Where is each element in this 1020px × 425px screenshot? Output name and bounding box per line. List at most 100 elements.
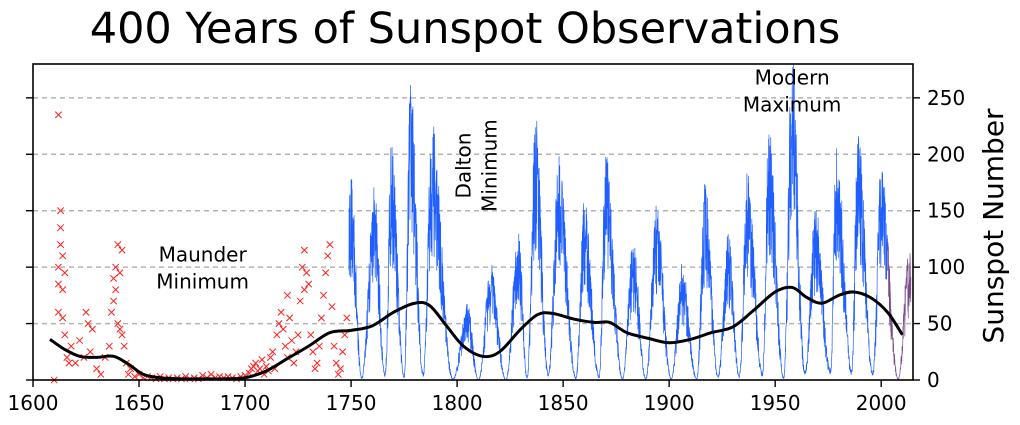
x-tick-label: 1850	[538, 391, 589, 415]
early-observation-marker	[252, 359, 260, 367]
x-tick-label: 1700	[220, 391, 271, 415]
early-observation-marker	[288, 336, 296, 345]
early-observation-marker	[300, 286, 308, 294]
early-observation-marker	[71, 359, 79, 367]
x-tick-label: 1600	[8, 391, 59, 415]
early-observation-marker	[118, 246, 126, 254]
early-observation-marker	[207, 370, 215, 378]
early-observation-marker	[307, 331, 315, 339]
early-observation-marker	[322, 269, 330, 277]
y-axis-label: Sunspot Number	[977, 108, 1010, 344]
early-observation-marker	[93, 365, 101, 373]
chart-title: 400 Years of Sunspot Observations	[89, 4, 841, 54]
early-observation-marker	[302, 269, 311, 277]
early-observation-marker	[305, 280, 313, 288]
early-observation-marker	[57, 207, 65, 215]
early-observation-marker	[107, 308, 116, 316]
early-observation-marker	[59, 286, 67, 294]
early-observation-marker	[110, 297, 118, 305]
early-observation-marker	[317, 314, 325, 322]
early-observation-marker	[54, 263, 62, 271]
x-tick-label: 1800	[432, 391, 483, 415]
x-tick-label: 1750	[326, 391, 377, 415]
early-observation-marker	[336, 365, 345, 373]
recent-monthly-line	[887, 242, 912, 380]
early-observation-marker	[86, 348, 94, 356]
early-observation-marker	[54, 308, 62, 316]
early-observation-marker	[279, 325, 287, 333]
early-observation-marker	[97, 370, 105, 378]
early-observation-marker	[275, 320, 283, 328]
early-observation-marker	[258, 356, 266, 364]
early-observation-marker	[256, 365, 264, 373]
early-observation-marker	[105, 342, 113, 350]
early-observation-marker	[273, 331, 281, 339]
early-observation-marker	[341, 331, 349, 339]
early-observation-marker	[294, 331, 302, 339]
early-observation-marker	[315, 342, 323, 350]
y-tick-label: 150	[927, 199, 965, 223]
early-observation-marker	[110, 274, 118, 282]
early-observation-marker	[76, 336, 84, 345]
x-tick-label: 1950	[750, 391, 801, 415]
early-observation-marker	[266, 353, 275, 361]
early-observation-marker	[319, 291, 328, 299]
early-observation-marker	[339, 348, 347, 356]
annotation-text: Maximum	[743, 92, 842, 116]
early-observation-marker	[328, 303, 336, 311]
early-observation-marker	[54, 111, 62, 119]
early-observation-marker	[54, 280, 62, 288]
monthly-sunspot-line	[348, 64, 888, 381]
early-observation-marker	[313, 359, 321, 367]
y-tick-label: 200	[927, 142, 965, 166]
early-observation-marker	[309, 348, 317, 356]
smoothed-trend-line	[49, 285, 904, 381]
early-observation-marker	[330, 342, 338, 350]
early-observation-marker	[324, 252, 332, 260]
early-observation-marker	[286, 314, 294, 322]
early-observation-marker	[296, 297, 304, 305]
early-observation-marker	[281, 342, 289, 350]
early-observation-marker	[57, 224, 65, 232]
early-observation-marker	[82, 308, 90, 316]
early-observation-marker	[131, 373, 139, 381]
early-observation-marker	[332, 359, 340, 367]
early-observation-marker	[343, 314, 351, 322]
annotation-text: Minimum	[156, 270, 249, 294]
early-observation-marker	[61, 331, 69, 339]
early-observation-marker	[334, 370, 342, 378]
early-observation-marker	[118, 331, 126, 339]
y-tick-label: 250	[927, 86, 965, 110]
annotation-text: Modern	[755, 65, 830, 89]
y-tick-label: 100	[927, 255, 965, 279]
x-tick-label: 2000	[856, 391, 907, 415]
y-tick-label: 50	[927, 312, 952, 336]
early-observation-marker	[84, 320, 92, 328]
annotation-text: Dalton	[451, 133, 475, 199]
early-observation-marker	[116, 325, 124, 333]
early-observation-marker	[59, 252, 67, 260]
early-observation-marker	[59, 314, 67, 322]
early-observation-marker	[300, 246, 308, 254]
early-observation-marker	[116, 269, 124, 277]
plot-frame	[32, 63, 914, 381]
early-observation-marker	[57, 241, 65, 249]
annotation-text: Minimum	[477, 119, 501, 212]
early-observation-marker	[283, 291, 292, 299]
early-observation-marker	[277, 308, 285, 316]
early-observation-marker	[65, 359, 73, 367]
x-tick-label: 1650	[114, 391, 165, 415]
annotation-text: Maunder	[159, 243, 248, 267]
early-observation-marker	[124, 370, 132, 378]
y-tick-label: 0	[927, 368, 940, 392]
early-observation-marker	[114, 320, 122, 328]
early-observation-marker	[290, 359, 298, 367]
early-observation-marker	[61, 269, 69, 277]
early-observation-marker	[67, 342, 75, 350]
x-tick-label: 1900	[644, 391, 695, 415]
early-observation-marker	[298, 263, 306, 271]
early-observation-marker	[326, 241, 334, 249]
early-observation-marker	[112, 286, 120, 294]
early-observation-marker	[269, 348, 277, 356]
early-observation-marker	[63, 353, 71, 361]
